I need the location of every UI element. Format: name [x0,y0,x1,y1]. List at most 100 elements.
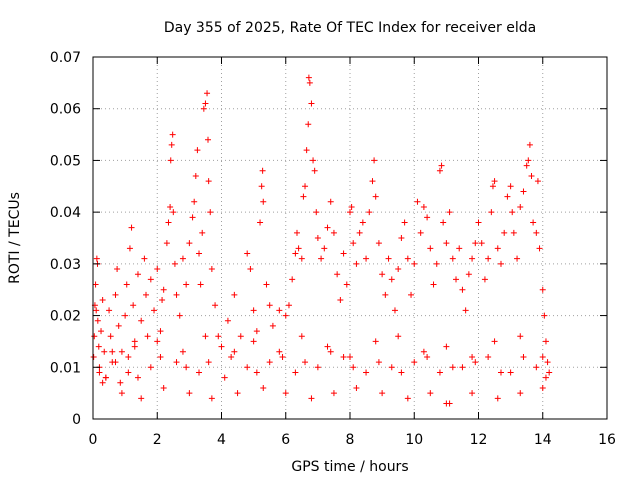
data-point [446,209,453,216]
data-point [215,333,222,340]
data-point [411,359,418,366]
data-point [404,395,411,402]
data-point [541,312,548,319]
data-point [141,255,148,262]
y-tick-label: 0 [72,412,81,428]
data-point [99,379,106,386]
data-point [253,328,260,335]
data-point [154,338,161,345]
data-point [517,333,524,340]
data-point [117,379,124,386]
data-point [343,281,350,288]
data-point [91,333,98,340]
data-point [469,353,476,360]
data-point [520,188,527,195]
data-point [517,203,524,210]
data-point [401,219,408,226]
data-point [494,395,501,402]
data-point [128,224,135,231]
data-point [459,286,466,293]
data-point [298,333,305,340]
x-tick-label: 8 [346,432,355,448]
data-point [353,384,360,391]
data-point [92,281,99,288]
data-point [404,255,411,262]
data-point [395,266,402,273]
data-point [253,369,260,376]
data-point [293,229,300,236]
data-points [90,74,553,407]
data-point [224,317,231,324]
data-point [168,141,175,148]
y-axis-label: ROTI / TECUs [7,192,23,284]
data-point [391,307,398,314]
data-point [533,364,540,371]
data-point [366,209,373,216]
data-point [93,307,100,314]
data-point [302,359,309,366]
data-point [491,178,498,185]
x-tick-label: 2 [153,432,162,448]
data-point [305,121,312,128]
data-point [257,219,264,226]
data-point [491,338,498,345]
data-point [159,297,166,304]
data-point [501,229,508,236]
data-point [372,193,379,200]
data-point [205,136,212,143]
data-point [446,400,453,407]
data-point [356,229,363,236]
data-point [497,260,504,267]
data-point [247,266,254,273]
axis-tick-labels: 0 2 4 6 8 10 12 14 16 0 0.01 0.02 0.03 0.04 0.05 0.06 0.… [50,50,616,448]
data-point [337,297,344,304]
data-point [107,333,114,340]
data-point [118,348,125,355]
data-point [472,359,479,366]
data-point [96,369,103,376]
data-point [114,266,121,273]
data-point [330,229,337,236]
data-point [292,250,299,257]
data-point [196,369,203,376]
data-point [534,178,541,185]
y-tick-label: 0.05 [50,153,81,169]
data-point [125,369,132,376]
data-point [186,240,193,247]
data-point [302,183,309,190]
axis-ticks [92,56,608,420]
y-tick-label: 0.06 [50,102,81,118]
data-point [167,203,174,210]
data-point [310,157,317,164]
data-point [131,343,138,350]
data-point [263,281,270,288]
data-point [497,369,504,376]
data-point [218,343,225,350]
data-point [311,167,318,174]
data-point [131,338,138,345]
data-point [313,209,320,216]
data-point [194,147,201,154]
data-point [208,266,215,273]
data-point [134,271,141,278]
data-point [282,312,289,319]
data-point [244,250,251,257]
x-tick-label: 12 [470,432,488,448]
x-tick-label: 16 [598,432,616,448]
data-point [260,198,267,205]
data-point [258,183,265,190]
data-point [485,255,492,262]
data-point [199,229,206,236]
data-point [525,157,532,164]
data-point [202,333,209,340]
data-point [526,141,533,148]
data-point [539,286,546,293]
data-point [330,390,337,397]
data-point [173,291,180,298]
data-point [359,219,366,226]
data-point [395,333,402,340]
data-point [542,338,549,345]
data-point [276,348,283,355]
data-point [173,359,180,366]
